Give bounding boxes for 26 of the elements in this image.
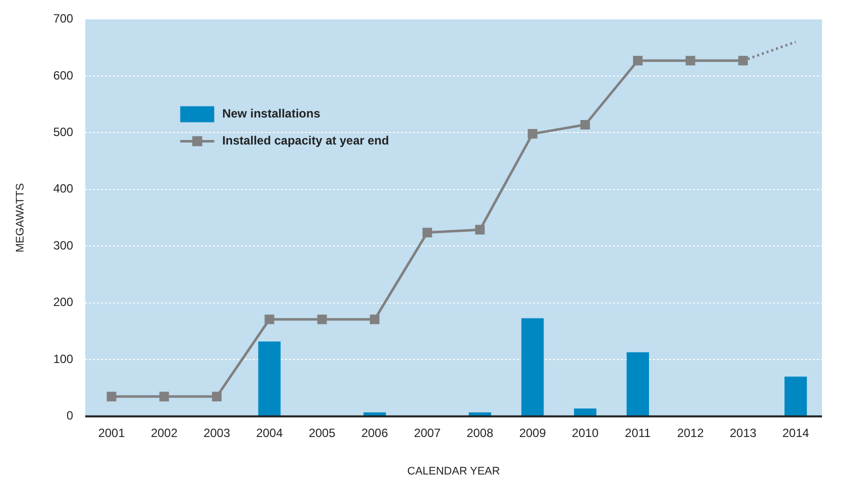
x-tick-label: 2010 — [572, 426, 599, 440]
x-tick-label: 2013 — [730, 426, 757, 440]
x-tick-label: 2011 — [624, 426, 652, 440]
y-tick-label: 200 — [53, 295, 74, 310]
y-tick-label: 400 — [53, 182, 74, 196]
x-tick-label: 2014 — [782, 426, 810, 440]
y-tick-label: 600 — [53, 68, 74, 82]
y-tick-label: 100 — [53, 352, 74, 366]
y-tick-label: 0 — [66, 408, 74, 423]
legend-label: Installed capacity at year end — [222, 134, 389, 148]
x-tick-label: 2009 — [519, 426, 546, 440]
y-tick-label: 700 — [53, 12, 74, 26]
x-tick-label: 2002 — [150, 426, 178, 440]
y-axis-title: MEGAWATTS — [14, 183, 27, 252]
x-tick-label: 2001 — [98, 426, 126, 440]
x-tick-label: 2005 — [308, 426, 336, 440]
x-tick-label: 2012 — [677, 426, 704, 440]
x-tick-label: 2006 — [361, 426, 388, 440]
y-tick-label: 500 — [53, 125, 74, 139]
x-tick-label: 2004 — [256, 426, 284, 440]
y-tick-label: 300 — [53, 238, 74, 252]
x-axis-title: CALENDAR YEAR — [407, 465, 500, 478]
x-tick-label: 2008 — [466, 426, 494, 440]
x-tick-label: 2003 — [203, 426, 230, 440]
legend-label: New installations — [222, 106, 321, 121]
x-tick-label: 2007 — [414, 426, 441, 440]
